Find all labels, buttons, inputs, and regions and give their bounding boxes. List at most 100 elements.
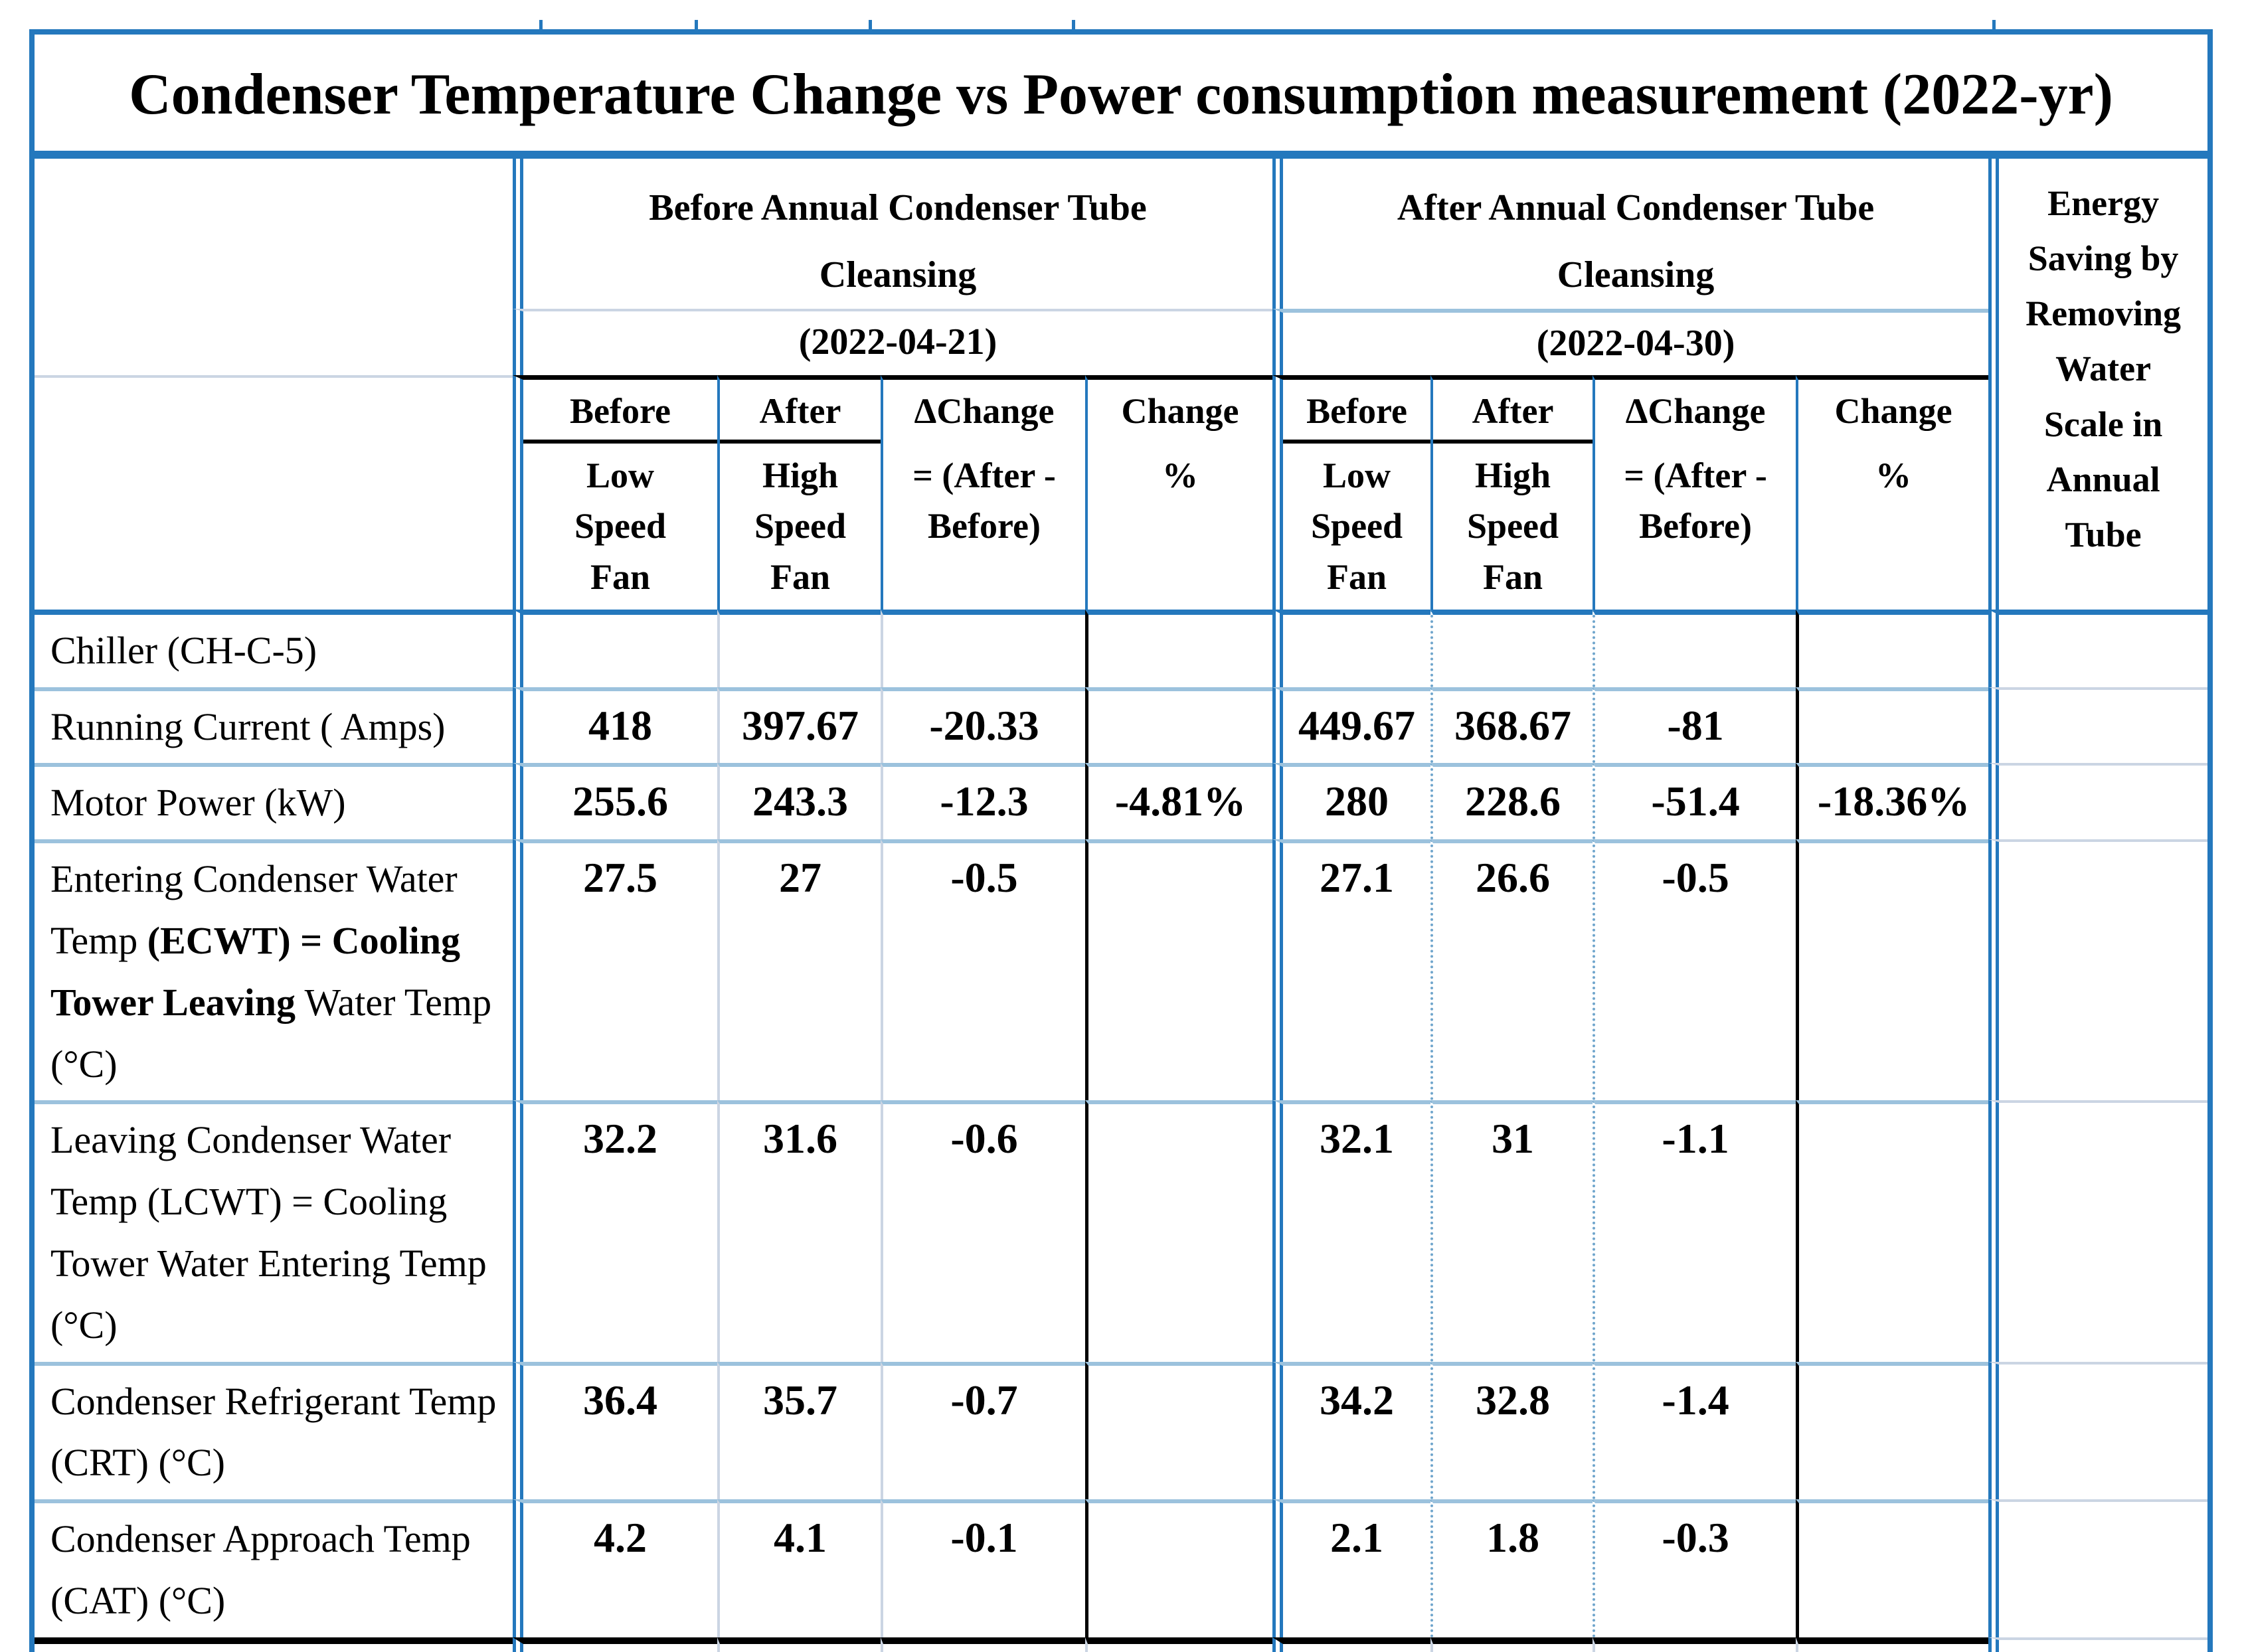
data-cell [1593,1637,1796,1652]
col-header-lines: High Speed Fan [1467,455,1559,598]
data-cell: 1.8 [1430,1499,1593,1637]
data-cell [1272,609,1431,687]
corner-cell [35,159,513,375]
col-header-lines: Low Speed Fan [1311,455,1403,598]
col-header-after-high-speed-fan: After High Speed Fan [1430,374,1593,610]
data-cell: -4.81% [1085,763,1273,840]
table-body: Chiller (CH-C-5) Running Current ( Amps) 4… [35,609,2208,1652]
data-cell: -81 [1593,687,1796,764]
data-cell: -12.3 [881,763,1085,840]
col-header-word: After [1433,380,1593,444]
col-header-word: Change [1121,390,1239,431]
header-row-sections: Before Annual Condenser Tube Cleansing A… [35,159,2207,610]
row-label: Chiller (CH-C-5) [35,609,513,687]
col-header-delta-change: ΔChange = (After - Before) [1593,374,1796,610]
gridline-artifact [1072,20,1075,30]
col-header-after-high-speed-fan: After High Speed Fan [717,374,881,610]
data-cell [881,1637,1085,1652]
row-label-segment: Motor Power (kW) [50,781,346,825]
data-cell [1085,839,1273,1101]
data-cell: 2.1 [1272,1499,1431,1637]
data-cell [881,609,1085,687]
gridline-artifact [539,20,543,30]
data-cell: -1.1 [1593,1100,1796,1362]
data-cell: -0.6 [881,1100,1085,1362]
corner-cell-lower [35,374,513,610]
header-row-dates: (2022-04-21) (2022-04-30) [35,308,2207,375]
data-cell: 32.8 [1430,1361,1593,1500]
row-label: Condenser Approach Temp (CAT) (°C) [35,1499,513,1637]
data-cell: 34.2 [1272,1361,1431,1500]
data-cell: 6.87% [1085,1637,1273,1652]
row-label: Motor Power (kW) [35,763,513,839]
table-header: Before Annual Condenser Tube Cleansing A… [35,159,2207,610]
row-label-segment: Leaving Condenser Water Temp (LCWT) = Co… [50,1118,487,1347]
table-row: Motor Power (kW) 255.6 243.3 -12.3 -4.81% 280… [35,763,2208,840]
data-cell [1272,1637,1431,1652]
col-header-before-low-speed-fan: Before Low Speed Fan [1272,374,1431,610]
data-cell: 27.5 [513,839,717,1101]
col-header-word: After [720,380,881,444]
data-cell: 255.6 [513,763,717,840]
col-header-word: Before [523,380,717,444]
data-cell: 13.11% [1796,1637,1989,1652]
row-label-segment: Entering Condenser Water Temp [50,857,458,962]
after-section-header: After Annual Condenser Tube Cleansing [1272,159,1988,309]
col-header-delta-change: ΔChange = (After - Before) [881,374,1085,610]
data-cell: 27 [717,839,881,1101]
data-cell [717,1637,881,1652]
data-cell: -20.33 [881,687,1085,764]
data-cell: -0.7 [881,1361,1085,1500]
data-cell [1988,763,2208,840]
row-label-segment: Running Current ( Amps) [50,704,446,748]
row-label-segment: Chiller (CH-C-5) [50,628,317,672]
col-header-word: ΔChange [914,390,1055,431]
col-header-before-low-speed-fan: Before Low Speed Fan [513,374,717,610]
data-cell [1085,1100,1273,1362]
col-header-lines: = (After - Before) [1624,455,1767,546]
data-cell: -0.1 [881,1499,1085,1637]
gridline-artifact [869,20,872,30]
data-cell: 4.2 [513,1499,717,1637]
data-cell: 243.3 [717,763,881,840]
data-cell [513,1637,717,1652]
data-cell [1988,687,2208,764]
data-cell: 368.67 [1430,687,1593,764]
data-cell [1988,1100,2208,1362]
col-header-word: Change [1834,390,1952,431]
row-label-segment: Water Temp (°C) [50,980,492,1086]
data-cell [1988,839,2208,1101]
row-label-segment: Condenser Refrigerant Temp (CRT) (°C) [50,1379,497,1485]
data-cell: -0.5 [881,839,1085,1101]
table-row: Condenser Refrigerant Temp (CRT) (°C) 36.… [35,1361,2208,1500]
col-header-word: Before [1283,380,1431,444]
data-cell [1988,609,2208,687]
data-cell [1085,1361,1273,1500]
data-cell: 397.67 [717,687,881,764]
data-cell: 26.6 [1430,839,1593,1101]
data-cell [1085,687,1273,764]
col-header-lines: Low Speed Fan [574,455,667,598]
data-cell: -18.36% [1796,763,1989,840]
gridline-artifact [695,20,698,30]
data-cell [1430,1637,1593,1652]
before-section-header: Before Annual Condenser Tube Cleansing [513,159,1272,309]
table-frame: Condenser Temperature Change vs Power co… [29,29,2213,1652]
data-cell: 35.7 [717,1361,881,1500]
data-cell: 418 [513,687,717,764]
data-cell: 31.6 [717,1100,881,1362]
data-cell: 32.1 [1272,1100,1431,1362]
after-section-date: (2022-04-30) [1272,308,1989,375]
data-cell [1796,1499,1989,1637]
col-header-change-percent: Change % [1085,374,1273,610]
col-header-change-percent: Change % [1796,374,1989,610]
row-label-segment: Condenser Approach Temp (CAT) (°C) [50,1517,471,1622]
data-cell: 4.1 [717,1499,881,1637]
col-header-lines: % [1162,455,1199,495]
col-header-lines: = (After - Before) [912,455,1056,546]
data-cell: 280 [1272,763,1431,840]
row-label: Leaving Condenser Water Temp (LCWT) = Co… [35,1100,513,1361]
data-cell [1430,609,1593,687]
data-cell: -51.4 [1593,763,1796,840]
col-header-lines: High Speed Fan [754,455,847,598]
